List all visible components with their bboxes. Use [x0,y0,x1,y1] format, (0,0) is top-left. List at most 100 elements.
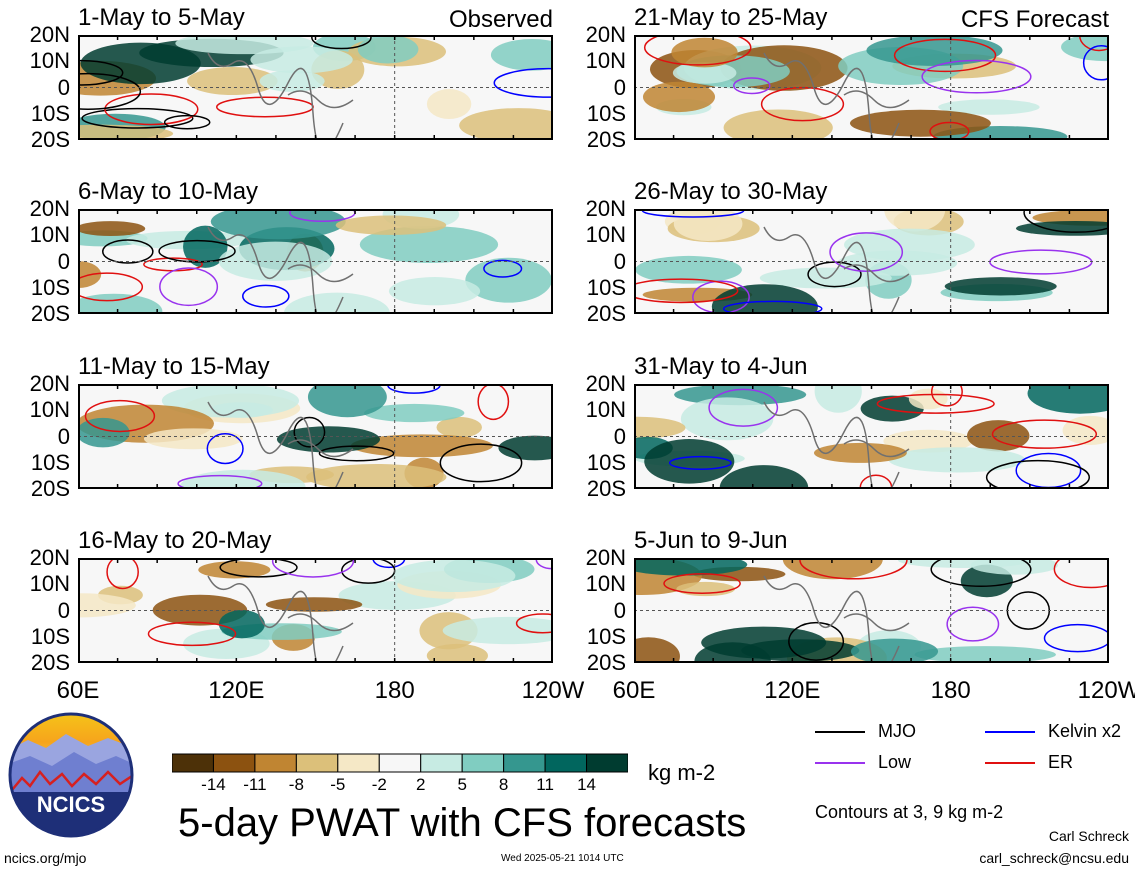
lat-tick-label: 20N [585,22,626,47]
lat-tick-label: 0 [613,74,626,100]
lat-tick-label: 10N [29,571,70,597]
anomaly-region [938,99,1040,115]
lat-tick-label: 10S [586,623,626,649]
lon-tick-label: 120E [764,677,821,704]
lat-tick-label: 20S [30,476,70,501]
lat-tick-label: 20N [29,545,70,570]
wave-contour [989,249,1093,275]
wave-contour [788,621,845,661]
anomaly-region [350,434,493,458]
anomaly-region [198,561,271,579]
wave-contour [177,474,263,489]
colorbar-level-label: 2 [415,775,426,794]
colorbar-level-label: 14 [577,775,596,794]
anomaly-region [850,638,939,663]
wave-contour [477,384,510,421]
lon-tick-label: 60E [56,677,100,704]
anomaly-region [250,46,353,74]
anomaly-region [680,397,774,441]
colorbar [172,753,628,773]
colorbar-level-label: -11 [243,775,267,794]
anomaly-region [843,228,975,261]
legend-label: Kelvin x2 [1048,721,1122,741]
legend-line [815,731,865,733]
anomaly-region [644,439,735,484]
pwat-panel [78,558,553,663]
colorbar-level-label: -8 [288,775,304,794]
pwat-panel [78,35,553,140]
lat-tick-label: 20N [585,545,626,570]
colorbar-swatch [544,753,588,773]
colorbar-level-label: -5 [330,775,346,794]
lat-tick-label: 0 [57,74,70,100]
anomaly-region [143,428,243,450]
colorbar-level-label: -14 [201,775,226,794]
lat-tick-label: 20N [585,196,626,221]
panel-title: 21-May to 25-May [634,4,828,31]
anomaly-region [908,388,948,410]
panel-tag: Observed [448,6,553,33]
wave-contour [106,558,139,590]
colorbar-swatch [420,753,463,773]
anomaly-region [78,293,163,314]
anomaly-region [210,209,346,240]
anomaly-region [187,66,278,96]
wave-contour [985,459,1090,489]
anomaly-region [391,559,516,593]
panel-title: 11-May to 15-May [78,353,270,380]
pwat-panel [78,209,553,314]
lat-tick-label: 20S [30,650,70,675]
pwat-panel [634,384,1109,489]
colorbar-swatch [172,753,214,773]
pwat-panel [634,35,1109,140]
anomaly-region [306,464,447,489]
anomaly-region [711,284,818,314]
anomaly-region [944,277,1057,296]
panel-tag: CFS Forecast [960,6,1109,33]
wave-contour [102,239,154,264]
lat-tick-label: 20N [585,371,626,396]
anomaly-region [78,593,136,618]
anomaly-region [813,442,907,463]
lat-tick-label: 0 [57,597,70,623]
lat-tick-label: 10S [586,449,626,475]
logo-text: NCICS [36,792,106,817]
lat-tick-label: 0 [613,248,626,274]
lat-tick-label: 10N [585,222,626,248]
anomaly-region [970,558,1058,575]
wave-contour [929,121,970,140]
anomaly-region [426,89,472,120]
pwat-panel [634,209,1109,314]
wave-contour [84,399,156,433]
lat-tick-label: 10N [29,397,70,423]
anomaly-region [634,558,748,576]
footer-timestamp: Wed 2025-05-21 1014 UTC [501,853,624,864]
lat-tick-label: 20S [586,476,626,501]
anomaly-region [671,37,738,68]
wave-contour [81,107,194,129]
lat-tick-label: 20S [586,301,626,326]
anomaly-region [635,255,742,284]
lon-tick-label: 120W [521,677,585,704]
panel-title: 26-May to 30-May [634,178,828,205]
wave-contour [799,558,908,580]
wave-contour [722,300,823,314]
lat-tick-label: 10N [29,222,70,248]
wave-contour [1053,558,1109,589]
anomaly-region [782,558,883,580]
panel-title: 5-Jun to 9-Jun [634,527,788,554]
legend-line [815,762,865,764]
colorbar-swatch [337,753,380,773]
anomaly-region [218,610,265,639]
footer-email[interactable]: carl_schreck@ncsu.edu [979,850,1129,866]
wave-contour [515,613,553,634]
wave-contour [1023,209,1109,233]
anomaly-region [265,597,363,612]
wave-contour [876,393,995,414]
wave-contour [311,35,372,50]
anomaly-region [78,417,130,448]
anomaly-region [183,225,228,268]
lat-tick-label: 10S [586,274,626,300]
footer-url[interactable]: ncics.org/mjo [4,850,87,866]
anomaly-region [357,35,419,64]
